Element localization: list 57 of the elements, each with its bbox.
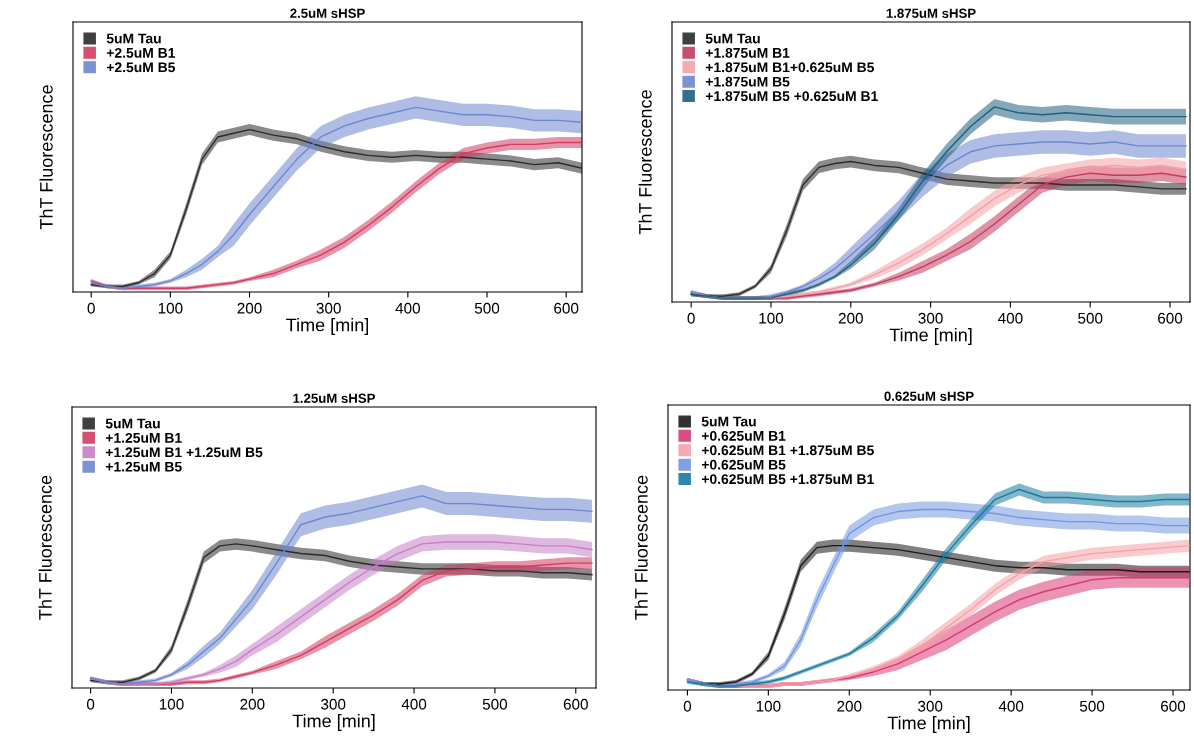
x-tick-label: 0 <box>86 698 95 710</box>
x-tick-label: 500 <box>1078 312 1103 324</box>
x-tick-label: 100 <box>756 700 781 712</box>
chart-title: 0.625uM sHSP <box>884 391 974 401</box>
legend-label: +1.875uM B5 +0.625uM B1 <box>705 91 878 102</box>
x-tick-label: 0 <box>87 302 95 314</box>
chart-title: 1.25uM sHSP <box>293 393 375 403</box>
x-axis-title: Time [min] <box>887 716 970 733</box>
x-tick-label: 300 <box>918 700 943 712</box>
chart-title: 1.875uM sHSP <box>886 8 976 18</box>
x-tick-label: 0 <box>687 312 695 324</box>
x-tick-label: 300 <box>316 302 341 314</box>
legend-label: +1.25uM B1 +1.25uM B5 <box>105 447 263 458</box>
x-tick-label: 0 <box>683 700 692 712</box>
chart-title: 2.5uM sHSP <box>290 8 365 18</box>
x-tick-label: 200 <box>838 312 863 324</box>
legend-label: +1.25uM B1 <box>105 432 182 443</box>
legend-label: 5uM Tau <box>105 418 160 429</box>
legend-label: +1.875uM B1+0.625uM B5 <box>705 62 875 73</box>
x-axis-title: Time [min] <box>889 328 972 345</box>
y-axis-title: ThT Fluorescence <box>634 475 648 620</box>
legend-label: +1.875uM B5 <box>705 76 790 87</box>
x-tick-label: 400 <box>998 312 1023 324</box>
x-tick-label: 100 <box>759 312 784 324</box>
x-tick-label: 400 <box>401 698 427 710</box>
legend-label: +0.625uM B5 +1.875uM B1 <box>701 474 874 485</box>
legend-label: +2.5uM B5 <box>106 62 176 73</box>
x-tick-label: 600 <box>1161 700 1186 712</box>
y-axis-title: ThT Fluorescence <box>39 85 53 230</box>
legend-label: +2.5uM B1 <box>106 47 176 58</box>
x-tick-label: 400 <box>998 700 1024 712</box>
legend-label: +0.625uM B5 <box>701 459 786 470</box>
x-tick-label: 100 <box>159 698 184 710</box>
x-axis-title: Time [min] <box>286 318 369 335</box>
x-tick-label: 200 <box>237 302 262 314</box>
x-tick-label: 500 <box>474 302 500 314</box>
legend-label: 5uM Tau <box>106 33 161 44</box>
legend-label: +0.625uM B1 +1.875uM B5 <box>701 445 874 456</box>
x-tick-label: 100 <box>158 302 183 314</box>
x-tick-label: 600 <box>1158 312 1183 324</box>
x-tick-label: 400 <box>395 302 420 314</box>
legend-label: 5uM Tau <box>705 33 760 44</box>
legend-label: +1.875uM B1 <box>705 47 790 58</box>
legend-label: +1.25uM B5 <box>105 461 182 472</box>
x-axis-title: Time [min] <box>292 714 375 731</box>
x-tick-label: 600 <box>554 302 579 314</box>
x-tick-label: 500 <box>482 698 508 710</box>
x-tick-label: 500 <box>1079 700 1105 712</box>
x-tick-label: 200 <box>240 698 265 710</box>
x-tick-label: 200 <box>837 700 862 712</box>
legend-label: +0.625uM B1 <box>701 430 786 441</box>
x-tick-label: 600 <box>563 698 588 710</box>
x-tick-label: 300 <box>918 312 943 324</box>
x-tick-label: 300 <box>321 698 346 710</box>
y-axis-title: ThT Fluorescence <box>38 475 52 620</box>
y-axis-title: ThT Fluorescence <box>638 90 652 235</box>
legend-label: 5uM Tau <box>701 416 756 427</box>
